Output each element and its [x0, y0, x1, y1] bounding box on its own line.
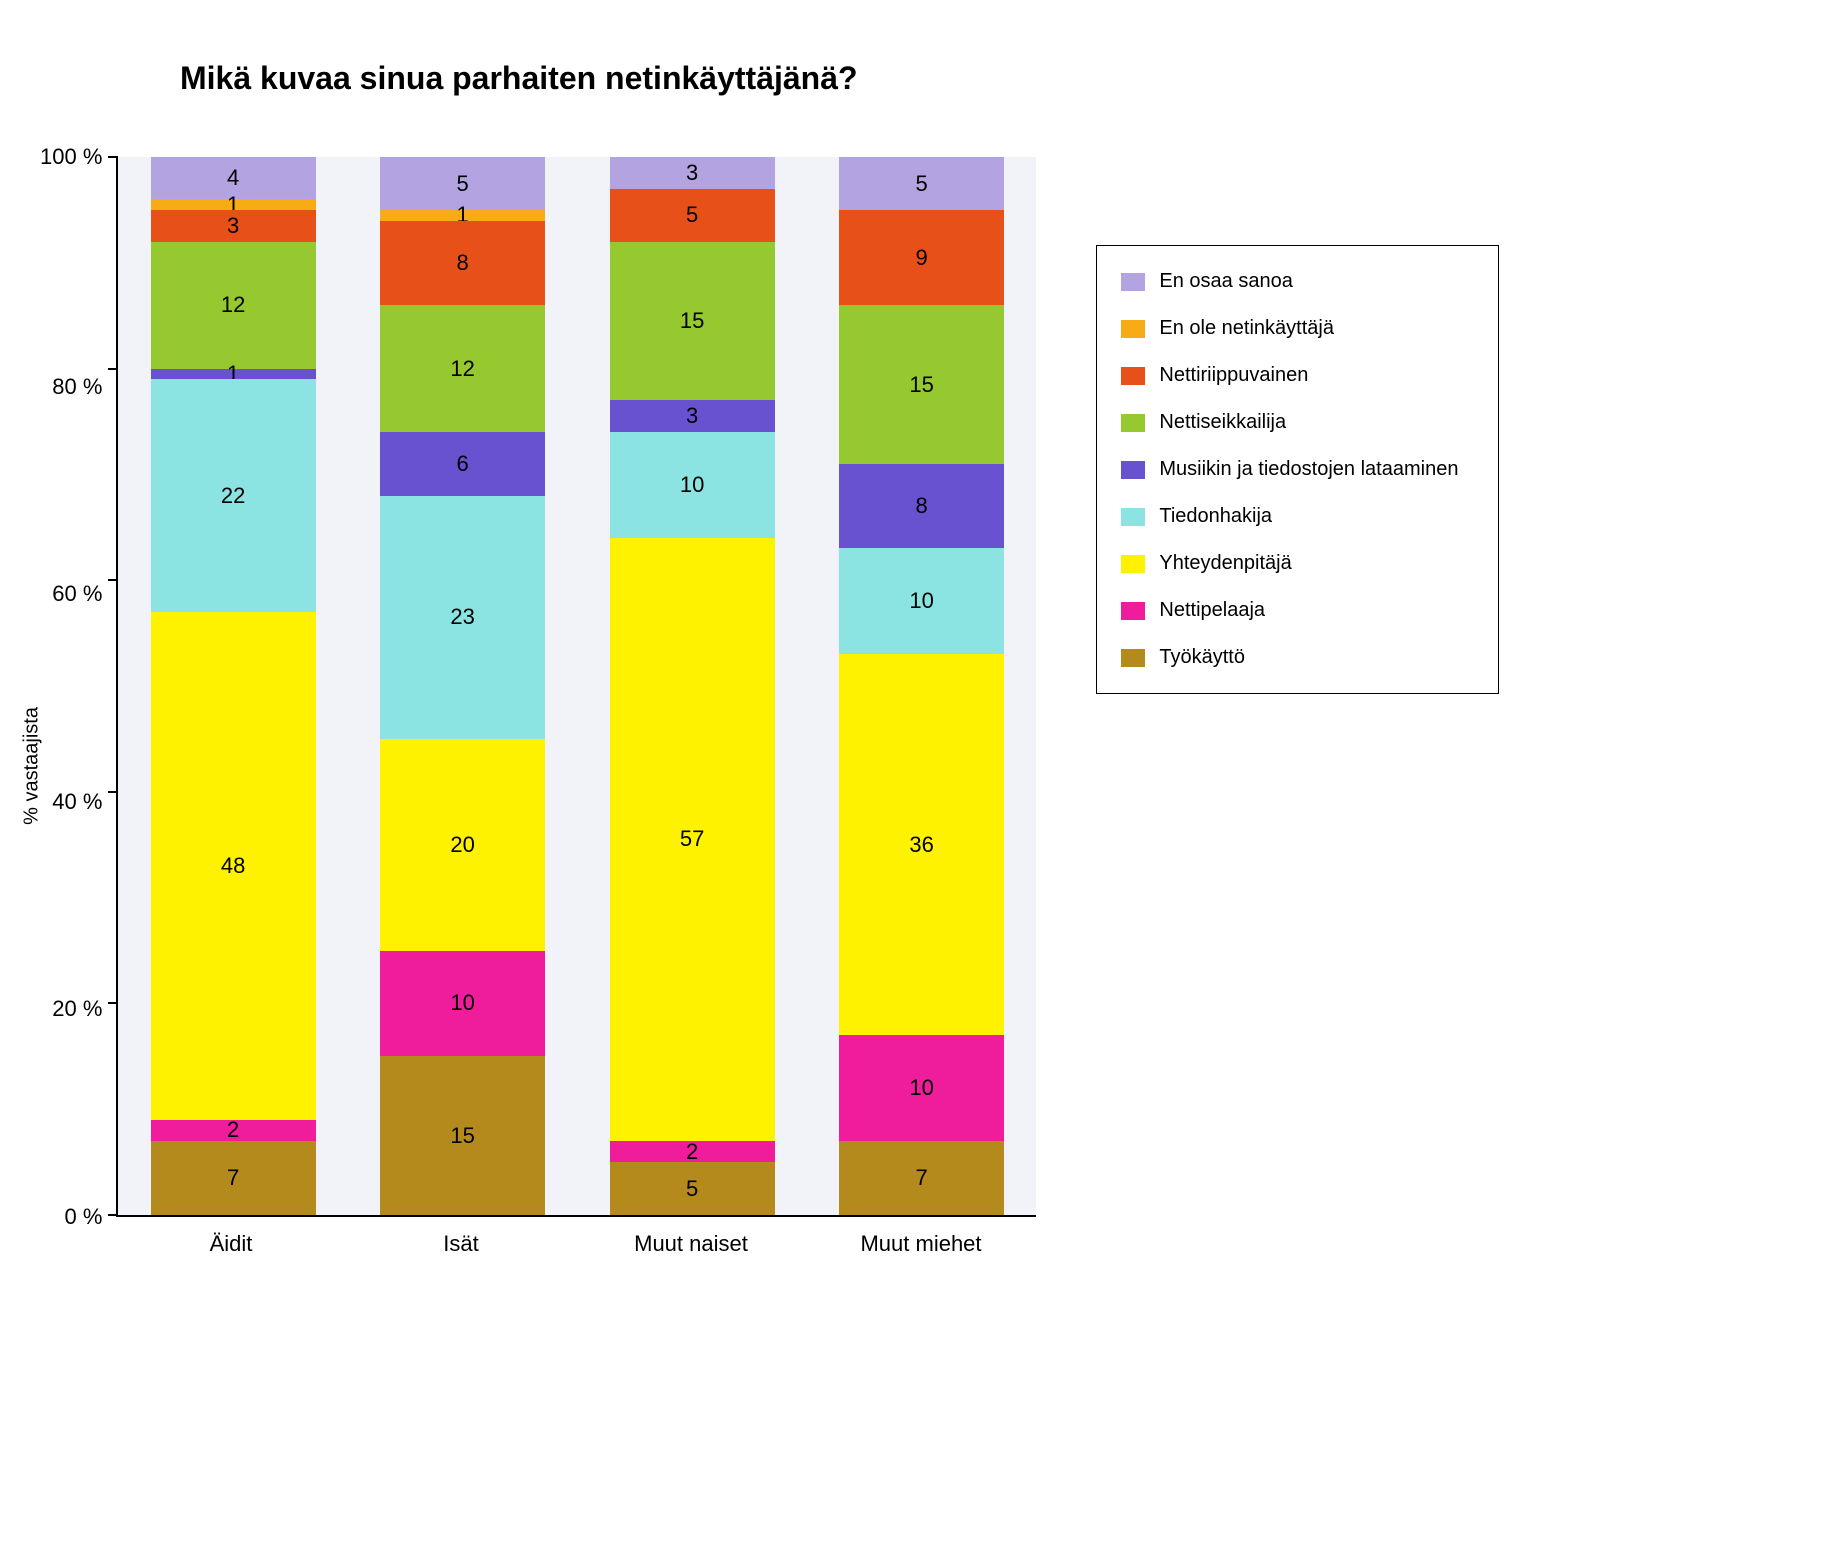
x-axis-ticks: Äidit Isät Muut naiset Muut miehet [116, 1217, 1036, 1257]
segment-en_osaa: 5 [839, 157, 1004, 210]
bar-muut-naiset: 52571031553 [610, 157, 775, 1215]
legend-item-nettipelaaja: Nettipelaaja [1121, 599, 1458, 622]
y-tickmark [108, 1214, 118, 1216]
bar-muut-miehet: 710361081595 [839, 157, 1004, 1215]
y-tick: 20 % [40, 998, 102, 1020]
segment-tyokaytto: 15 [380, 1056, 545, 1215]
y-tick: 40 % [40, 791, 102, 813]
segment-yhteydenpitaja: 57 [610, 538, 775, 1141]
legend-swatch [1121, 461, 1145, 479]
legend-item-en_osaa: En osaa sanoa [1121, 270, 1458, 293]
plot-area: 7248221123141510202361281552571031553710… [116, 157, 1036, 1217]
legend-swatch [1121, 414, 1145, 432]
y-tick: 60 % [40, 583, 102, 605]
legend-swatch [1121, 555, 1145, 573]
segment-tyokaytto: 5 [610, 1162, 775, 1215]
segment-tiedonhakija: 23 [380, 496, 545, 739]
legend: En osaa sanoa En ole netinkäyttäjä Nettiri… [1096, 245, 1499, 694]
legend-label: En osaa sanoa [1159, 270, 1292, 293]
segment-nettiseikkailija: 12 [151, 242, 316, 369]
y-tickmark [108, 579, 118, 581]
legend-swatch [1121, 320, 1145, 338]
bar-äidit: 724822112314 [151, 157, 316, 1215]
segment-musiikin: 6 [380, 432, 545, 495]
segment-tiedonhakija: 10 [610, 432, 775, 538]
y-tickmark [108, 791, 118, 793]
segment-nettiriippuvainen: 5 [610, 189, 775, 242]
x-tick: Muut miehet [838, 1231, 1004, 1257]
y-tickmark [108, 156, 118, 158]
legend-label: Työkäyttö [1159, 646, 1245, 669]
segment-nettipelaaja: 2 [151, 1120, 316, 1141]
bars-container: 7248221123141510202361281552571031553710… [118, 157, 1036, 1215]
legend-label: Musiikin ja tiedostojen lataaminen [1159, 458, 1458, 481]
legend-swatch [1121, 367, 1145, 385]
y-tickmark [108, 1002, 118, 1004]
x-tick: Äidit [148, 1231, 314, 1257]
segment-nettipelaaja: 10 [839, 1035, 1004, 1141]
segment-nettiriippuvainen: 8 [380, 221, 545, 306]
legend-label: Nettipelaaja [1159, 599, 1265, 622]
segment-en_ole: 1 [380, 210, 545, 221]
segment-nettiseikkailija: 12 [380, 305, 545, 432]
segment-tiedonhakija: 22 [151, 379, 316, 612]
legend-label: Nettiriippuvainen [1159, 364, 1308, 387]
legend-item-nettiseikkailija: Nettiseikkailija [1121, 411, 1458, 434]
legend-swatch [1121, 602, 1145, 620]
legend-item-en_ole: En ole netinkäyttäjä [1121, 317, 1458, 340]
segment-tyokaytto: 7 [839, 1141, 1004, 1215]
segment-tiedonhakija: 10 [839, 548, 1004, 654]
x-tick: Isät [378, 1231, 544, 1257]
segment-yhteydenpitaja: 20 [380, 739, 545, 951]
chart-layout: % vastaajista 0 %20 %40 %60 %80 %100 % 7… [40, 157, 1802, 1257]
segment-yhteydenpitaja: 48 [151, 612, 316, 1120]
y-tickmark [108, 368, 118, 370]
legend-label: Tiedonhakija [1159, 505, 1272, 528]
segment-yhteydenpitaja: 36 [839, 654, 1004, 1035]
legend-label: Yhteydenpitäjä [1159, 552, 1291, 575]
legend-item-musiikin: Musiikin ja tiedostojen lataaminen [1121, 458, 1458, 481]
legend-label: En ole netinkäyttäjä [1159, 317, 1334, 340]
segment-nettiriippuvainen: 9 [839, 210, 1004, 305]
segment-nettipelaaja: 2 [610, 1141, 775, 1162]
y-tick: 100 % [40, 146, 102, 168]
segment-musiikin: 1 [151, 369, 316, 380]
legend-item-nettiriippuvainen: Nettiriippuvainen [1121, 364, 1458, 387]
chart-title: Mikä kuvaa sinua parhaiten netinkäyttäjä… [180, 60, 1802, 97]
y-axis-ticks: 0 %20 %40 %60 %80 %100 % [40, 157, 116, 1217]
segment-nettiseikkailija: 15 [610, 242, 775, 401]
segment-nettiseikkailija: 15 [839, 305, 1004, 464]
legend-label: Nettiseikkailija [1159, 411, 1286, 434]
segment-nettipelaaja: 10 [380, 951, 545, 1057]
legend-swatch [1121, 508, 1145, 526]
segment-en_ole: 1 [151, 199, 316, 210]
segment-en_osaa: 3 [610, 157, 775, 189]
y-tick: 0 % [40, 1206, 102, 1228]
legend-swatch [1121, 273, 1145, 291]
chart-area: % vastaajista 0 %20 %40 %60 %80 %100 % 7… [40, 157, 1036, 1257]
y-tick: 80 % [40, 376, 102, 398]
legend-swatch [1121, 649, 1145, 667]
segment-musiikin: 8 [839, 464, 1004, 549]
bar-isät: 15102023612815 [380, 157, 545, 1215]
segment-tyokaytto: 7 [151, 1141, 316, 1215]
legend-item-tiedonhakija: Tiedonhakija [1121, 505, 1458, 528]
x-tick: Muut naiset [608, 1231, 774, 1257]
legend-item-tyokaytto: Työkäyttö [1121, 646, 1458, 669]
segment-nettiriippuvainen: 3 [151, 210, 316, 242]
legend-item-yhteydenpitaja: Yhteydenpitäjä [1121, 552, 1458, 575]
segment-musiikin: 3 [610, 400, 775, 432]
